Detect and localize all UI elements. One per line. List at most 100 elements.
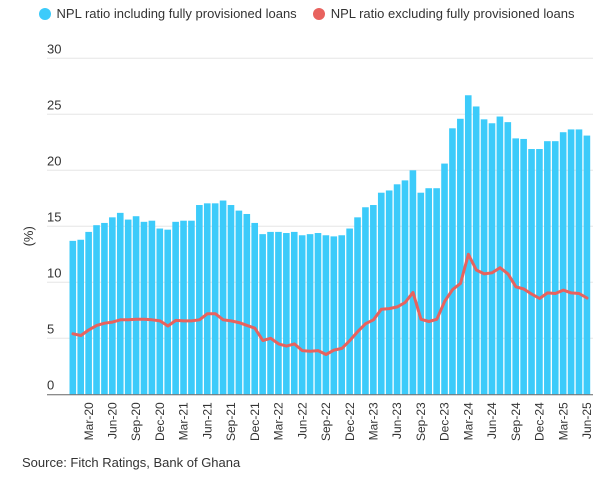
bar [196,205,203,395]
chart-legend: NPL ratio including fully provisioned lo… [0,6,613,21]
bar [520,138,527,395]
bar [116,212,124,395]
bar [124,219,132,395]
bar [385,190,393,395]
bar [101,222,108,395]
bar [227,205,235,395]
x-tick-label: Sep-21 [224,402,238,441]
line-series-excluding [71,252,589,356]
x-tick-label: Jun-21 [200,402,214,439]
y-axis-label: (%) [21,226,36,246]
bar [559,132,567,395]
bar [575,129,583,395]
bar [409,170,417,395]
bar [314,233,322,395]
x-tick-label: Mar-23 [367,402,381,440]
bar [148,220,156,395]
bar [346,228,353,395]
bar [219,200,227,395]
bar [132,216,140,395]
source-note: Source: Fitch Ratings, Bank of Ghana [22,455,241,470]
legend-dot-excluding-icon [312,7,325,20]
bar [306,234,314,395]
x-tick-label: Sep-23 [414,402,428,441]
bar [362,207,369,395]
bar [370,205,377,395]
x-tick-label: Sep-20 [129,402,143,441]
y-tick-label: 20 [47,153,61,168]
bar [275,231,282,395]
bar [109,217,116,395]
bar [211,203,219,395]
bar [172,221,179,395]
bar [567,129,575,395]
bar [488,123,496,395]
bar [283,233,290,395]
bar [449,128,456,395]
x-tick-label: Dec-23 [438,402,452,441]
bar [504,122,512,395]
x-tick-label: Mar-20 [82,402,96,440]
x-tick-label: Jun-22 [295,402,309,439]
bar [69,240,77,395]
bar [480,119,488,395]
x-tick-label: Sep-22 [319,402,333,441]
x-tick-label: Dec-24 [533,402,547,441]
x-tick-label: Mar-21 [177,402,191,440]
bar [528,149,535,395]
bar [259,234,266,395]
x-tick-label: Mar-24 [461,402,475,440]
bar [322,235,330,395]
bar [393,184,401,395]
legend-dot-including-icon [38,7,51,20]
bar [354,217,361,395]
bar [536,149,543,395]
bar [433,188,440,395]
bar [472,106,480,395]
bar [457,118,464,395]
x-tick-label: Jun-25 [580,402,594,439]
bar [140,221,148,395]
bar [77,239,85,395]
x-tick-label: Dec-22 [343,402,357,441]
bar [330,236,338,395]
x-tick-label: Dec-21 [248,402,262,441]
bar [180,220,187,395]
y-tick-label: 25 [47,97,61,112]
x-tick-label: Jun-23 [390,402,404,439]
bar [464,95,472,395]
x-tick-label: Jun-20 [106,402,120,439]
legend-label-including: NPL ratio including fully provisioned lo… [56,6,297,21]
bar [417,192,425,395]
bar [551,141,559,395]
bar [377,192,385,395]
y-tick-label: 5 [47,321,54,336]
y-tick-label: 10 [47,265,61,280]
bar [93,225,100,395]
bar [251,222,259,395]
bar [338,235,346,395]
legend-label-excluding: NPL ratio excluding fully provisioned lo… [330,6,575,21]
bar [243,213,251,395]
bar [441,163,448,395]
x-tick-label: Mar-22 [272,402,286,440]
bar [290,231,298,395]
bar [544,141,551,395]
bar [235,210,243,395]
legend-item-excluding[interactable]: NPL ratio excluding fully provisioned lo… [312,6,575,21]
bar [156,228,164,395]
bar [85,231,92,395]
bar [583,135,591,395]
bar [188,220,195,395]
bar [164,229,172,395]
x-tick-label: Mar-25 [556,402,570,440]
x-tick-label: Jun-24 [485,402,499,439]
bar [425,188,433,395]
x-tick-label: Dec-20 [153,402,167,441]
y-tick-label: 0 [47,377,54,392]
bar [496,116,504,395]
legend-item-including[interactable]: NPL ratio including fully provisioned lo… [38,6,297,21]
bar [203,203,211,395]
bar [267,231,274,395]
y-tick-label: 15 [47,209,61,224]
